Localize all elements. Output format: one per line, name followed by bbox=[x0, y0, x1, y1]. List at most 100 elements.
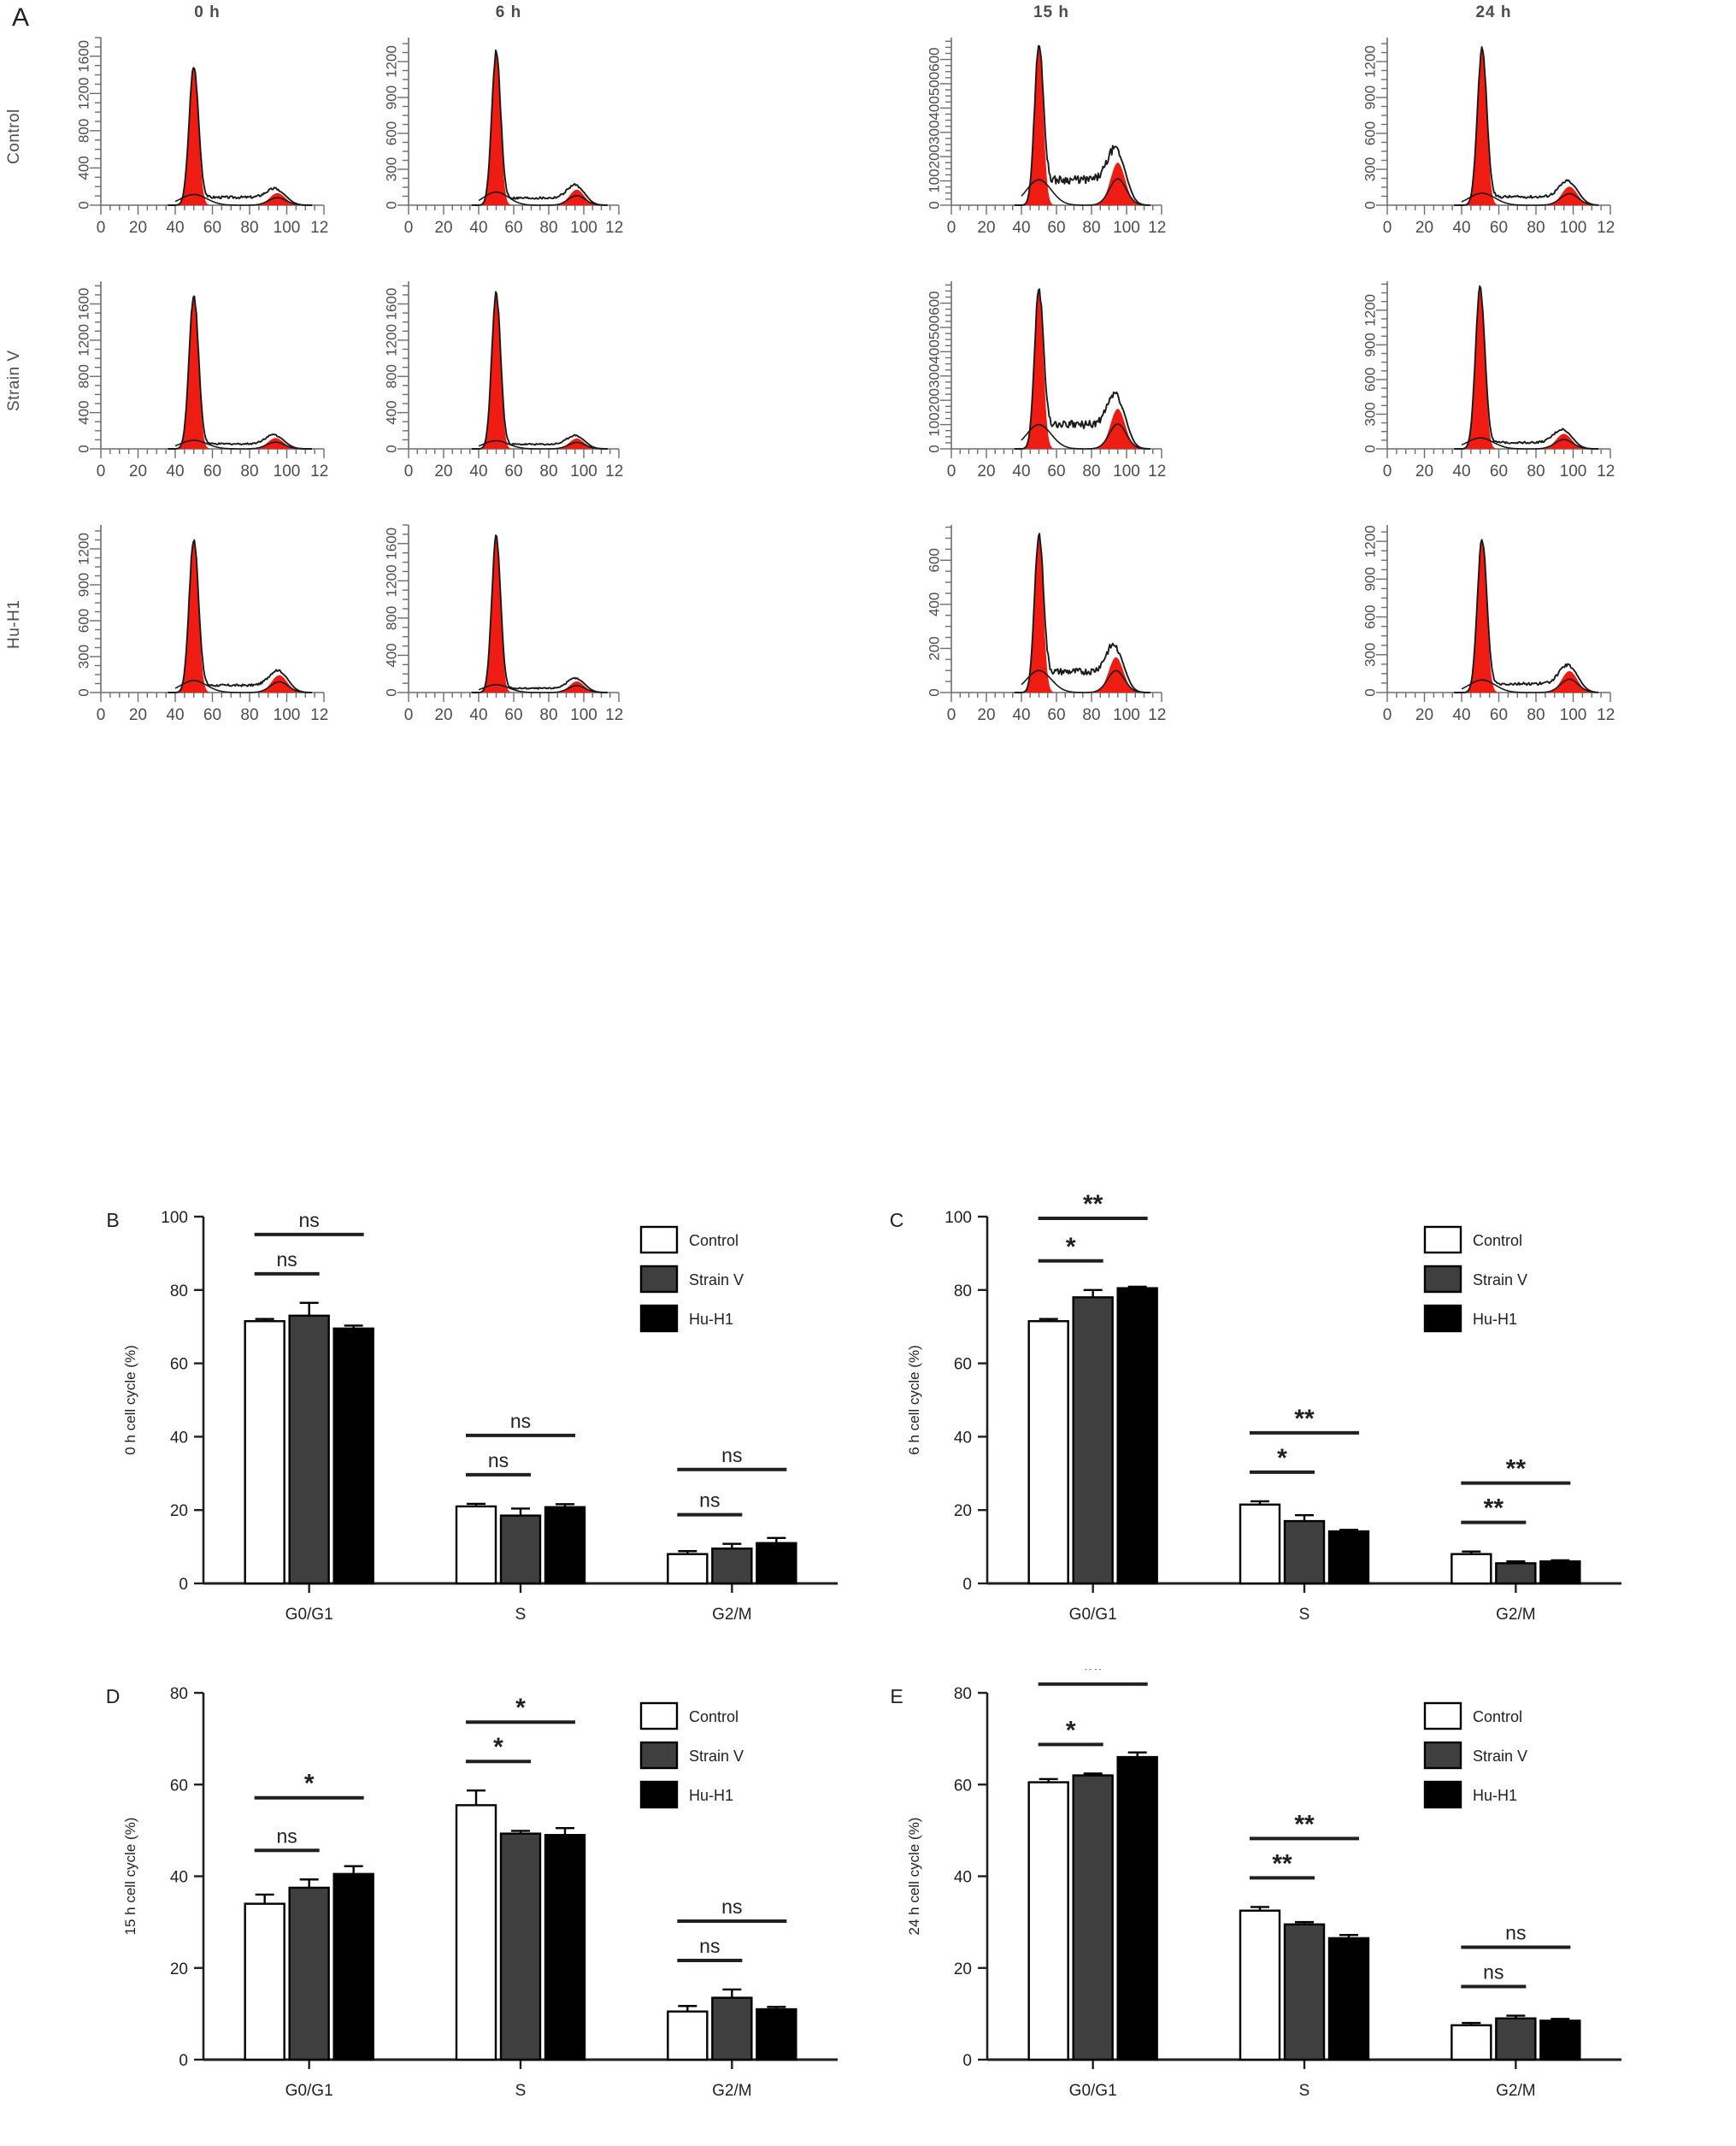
svg-text:20: 20 bbox=[954, 1502, 972, 1520]
svg-text:100: 100 bbox=[570, 463, 597, 480]
svg-text:60: 60 bbox=[504, 463, 522, 480]
svg-text:0: 0 bbox=[1362, 445, 1379, 452]
svg-text:200: 200 bbox=[927, 388, 943, 412]
svg-text:0: 0 bbox=[384, 445, 400, 452]
svg-text:1200: 1200 bbox=[1362, 45, 1379, 78]
svg-text:100: 100 bbox=[927, 168, 943, 192]
svg-text:400: 400 bbox=[927, 593, 943, 616]
svg-text:0: 0 bbox=[947, 463, 956, 480]
svg-text:100: 100 bbox=[1113, 463, 1140, 480]
svg-text:0: 0 bbox=[404, 463, 414, 480]
svg-text:B: B bbox=[106, 1209, 119, 1231]
panel-a-flow-cytometry: A 0 h 6 h 15 h 24 h Control Strain V Hu-H1 0 4… bbox=[5, 3, 1615, 735]
svg-text:900: 900 bbox=[1362, 85, 1379, 109]
flow-histogram: 0 300 600 900 1200 0 20 40 60 80 100 120 bbox=[1321, 269, 1615, 492]
svg-text:80: 80 bbox=[240, 706, 258, 724]
svg-text:0: 0 bbox=[947, 219, 956, 237]
svg-text:0: 0 bbox=[1383, 463, 1392, 480]
svg-text:**: ** bbox=[1294, 1405, 1315, 1433]
svg-text:Strain V: Strain V bbox=[689, 1271, 744, 1288]
svg-text:Hu-H1: Hu-H1 bbox=[689, 1787, 733, 1804]
svg-text:*: * bbox=[304, 1770, 315, 1798]
svg-text:120: 120 bbox=[310, 219, 329, 237]
svg-text:0: 0 bbox=[1362, 201, 1379, 209]
svg-text:80: 80 bbox=[1527, 463, 1545, 480]
svg-text:40: 40 bbox=[1012, 706, 1030, 724]
flow-histogram: 0 300 600 900 1200 0 20 40 60 80 100 120 bbox=[1321, 513, 1615, 735]
svg-text:**: ** bbox=[1083, 1669, 1103, 1684]
svg-text:0: 0 bbox=[404, 219, 414, 237]
svg-text:0: 0 bbox=[76, 201, 92, 209]
svg-text:60: 60 bbox=[1490, 219, 1508, 237]
svg-text:40: 40 bbox=[166, 219, 184, 237]
svg-text:ns: ns bbox=[277, 1248, 297, 1271]
svg-text:80: 80 bbox=[954, 1685, 972, 1703]
svg-text:500: 500 bbox=[927, 315, 943, 339]
svg-text:60: 60 bbox=[504, 219, 522, 237]
svg-text:120: 120 bbox=[605, 219, 624, 237]
svg-text:20: 20 bbox=[129, 706, 147, 724]
panel-a-letter: A bbox=[12, 3, 30, 32]
panel-a-column-title: 0 h bbox=[194, 3, 221, 21]
svg-text:Hu-H1: Hu-H1 bbox=[689, 1311, 733, 1328]
svg-text:**: ** bbox=[1484, 1495, 1504, 1523]
svg-text:100: 100 bbox=[927, 412, 943, 436]
svg-text:1200: 1200 bbox=[1362, 294, 1379, 327]
svg-text:1200: 1200 bbox=[384, 564, 400, 597]
svg-text:60: 60 bbox=[203, 219, 221, 237]
svg-text:G2/M: G2/M bbox=[1496, 2082, 1535, 2100]
svg-text:80: 80 bbox=[170, 1685, 188, 1703]
svg-text:400: 400 bbox=[76, 156, 92, 180]
svg-text:40: 40 bbox=[170, 1429, 188, 1447]
svg-text:1600: 1600 bbox=[384, 288, 400, 321]
svg-text:0: 0 bbox=[179, 2052, 188, 2070]
svg-text:20: 20 bbox=[434, 219, 452, 237]
svg-text:400: 400 bbox=[384, 643, 400, 667]
svg-text:40: 40 bbox=[954, 1429, 972, 1447]
panel-b-chart: B 0 20 40 60 80 100 0 h cell cycle (%) G0/G1 S G2/… bbox=[101, 1193, 853, 1659]
svg-text:600: 600 bbox=[1362, 368, 1379, 392]
svg-text:Control: Control bbox=[1473, 1232, 1522, 1249]
svg-text:40: 40 bbox=[170, 1869, 188, 1887]
svg-text:G0/G1: G0/G1 bbox=[1069, 1606, 1117, 1624]
svg-text:*: * bbox=[1066, 1233, 1076, 1261]
svg-text:400: 400 bbox=[384, 400, 400, 424]
svg-text:80: 80 bbox=[954, 1282, 972, 1300]
svg-text:0: 0 bbox=[179, 1576, 188, 1594]
svg-text:0: 0 bbox=[1383, 219, 1392, 237]
svg-text:120: 120 bbox=[1597, 706, 1615, 724]
svg-text:0: 0 bbox=[97, 219, 106, 237]
svg-text:S: S bbox=[515, 1606, 527, 1624]
svg-text:100: 100 bbox=[1113, 706, 1140, 724]
svg-text:800: 800 bbox=[384, 606, 400, 630]
svg-text:6 h cell cycle (%): 6 h cell cycle (%) bbox=[906, 1345, 922, 1454]
svg-text:900: 900 bbox=[384, 85, 400, 109]
svg-text:40: 40 bbox=[954, 1869, 972, 1887]
svg-text:1600: 1600 bbox=[384, 528, 400, 560]
svg-text:80: 80 bbox=[1082, 219, 1100, 237]
svg-text:60: 60 bbox=[1490, 706, 1508, 724]
svg-text:800: 800 bbox=[76, 364, 92, 388]
svg-text:Control: Control bbox=[689, 1708, 739, 1725]
svg-text:0: 0 bbox=[927, 688, 943, 696]
svg-text:Strain V: Strain V bbox=[689, 1748, 744, 1765]
svg-text:20: 20 bbox=[170, 1502, 188, 1520]
svg-text:**: ** bbox=[1294, 1810, 1315, 1838]
svg-text:300: 300 bbox=[1362, 402, 1379, 426]
svg-text:800: 800 bbox=[76, 119, 92, 143]
svg-text:1200: 1200 bbox=[76, 324, 92, 357]
svg-text:Control: Control bbox=[1473, 1708, 1522, 1725]
panel-a-row-label: Control bbox=[5, 109, 23, 165]
svg-text:400: 400 bbox=[927, 96, 943, 120]
svg-text:900: 900 bbox=[76, 573, 92, 597]
svg-text:24 h cell cycle (%): 24 h cell cycle (%) bbox=[906, 1818, 922, 1936]
svg-text:ns: ns bbox=[510, 1410, 531, 1432]
svg-text:G2/M: G2/M bbox=[1496, 1606, 1535, 1624]
panel-d-chart: D 0 20 40 60 80 15 h cell cycle (%) G0/G1 S G2/M n… bbox=[101, 1669, 853, 2135]
svg-text:600: 600 bbox=[76, 609, 92, 633]
svg-text:80: 80 bbox=[170, 1282, 188, 1300]
svg-text:1200: 1200 bbox=[76, 77, 92, 109]
svg-text:300: 300 bbox=[1362, 157, 1379, 181]
